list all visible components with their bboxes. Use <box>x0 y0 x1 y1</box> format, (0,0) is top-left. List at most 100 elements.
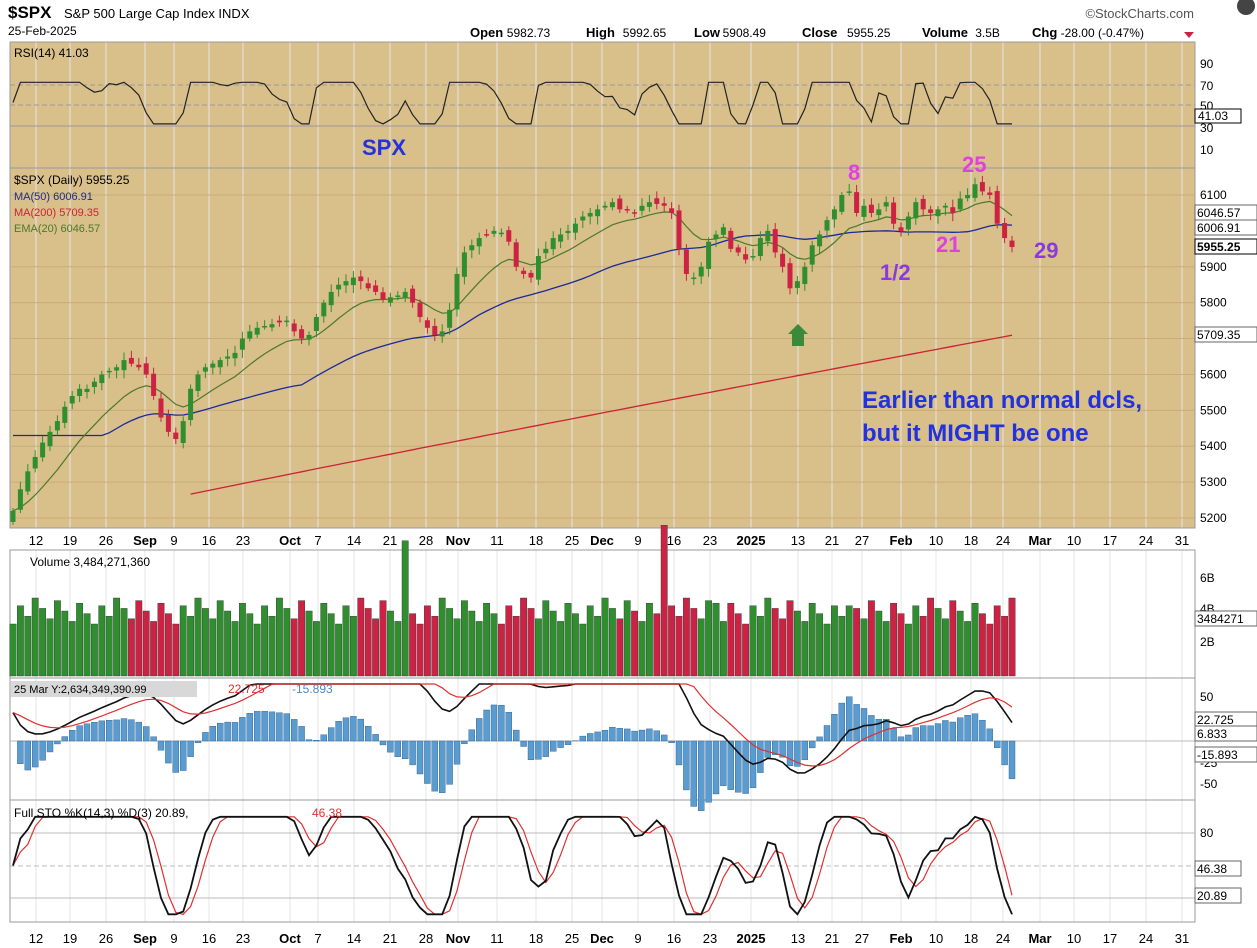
candle-body <box>410 288 416 303</box>
volume-bar <box>83 613 91 677</box>
macd-hist-bar <box>550 740 557 752</box>
volume-bar <box>313 621 320 677</box>
macd-hist-bar <box>231 722 239 742</box>
volume-bar <box>164 613 172 677</box>
candle-body <box>69 395 75 404</box>
candle-body <box>291 323 297 332</box>
candle-body <box>195 374 201 391</box>
candle-body <box>757 238 763 257</box>
volume-bar <box>831 605 838 677</box>
volume-bar <box>742 623 750 677</box>
macd-hist-bar <box>742 740 749 794</box>
annotation-note-line1: Earlier than normal dcls, <box>862 387 1142 414</box>
ohlc-label: Volume <box>922 25 968 40</box>
macd-hist-bar <box>609 727 616 742</box>
macd-hist-bar <box>209 726 217 742</box>
legend-ma50: MA(50) 6006.91 <box>14 191 93 203</box>
volume-bar <box>823 623 831 677</box>
macd-hist-bar <box>971 713 979 742</box>
volume-bar <box>172 623 180 677</box>
volume-bar <box>320 603 328 677</box>
candle-body <box>669 208 675 213</box>
macd-hist-bar <box>1001 740 1008 766</box>
macd-hist-bar <box>934 723 942 742</box>
macd-hist-bar <box>653 730 660 742</box>
macd-hist-bar <box>920 725 927 742</box>
annotation-spx: SPX <box>362 135 406 160</box>
volume-bar <box>98 605 106 677</box>
macd-hist-bar <box>564 740 572 745</box>
macd-hist-bar <box>727 740 734 790</box>
volume-bar <box>720 621 727 677</box>
volume-bars <box>9 525 1016 677</box>
candle-body <box>128 357 134 364</box>
sto-tag-box <box>1194 860 1242 877</box>
macd-hist-bar <box>912 727 919 742</box>
x-tick-label: 26 <box>99 931 113 946</box>
volume-bar <box>712 603 720 677</box>
candle-body <box>683 249 689 274</box>
x-tick-label: 10 <box>929 533 943 548</box>
macd-hist-bar <box>557 740 564 748</box>
volume-bar <box>157 603 165 677</box>
volume-bar <box>586 605 594 677</box>
candle-body <box>247 331 253 339</box>
candle-body <box>809 245 815 265</box>
sto-axis: 80 46.38 20.89 <box>1194 826 1242 904</box>
candle-body <box>299 329 305 339</box>
macd-hist-bar <box>320 734 327 742</box>
volume-bar <box>201 608 209 677</box>
candle-body <box>676 210 682 249</box>
candle-body <box>151 373 157 396</box>
candle-body <box>513 242 519 267</box>
volume-bar <box>668 605 676 677</box>
candle-body <box>269 324 275 328</box>
macd-hist-bar <box>994 740 1001 748</box>
macd-tick: -50 <box>1200 777 1218 791</box>
legend-ema20: EMA(20) 6046.57 <box>14 223 100 235</box>
candle-body <box>802 266 808 285</box>
volume-bar <box>512 616 520 677</box>
rsi-tick: 90 <box>1200 57 1214 71</box>
macd-hist-bar <box>927 725 934 742</box>
macd-hist-bar <box>439 740 446 793</box>
candle-body <box>720 227 726 235</box>
macd-hist-bar <box>32 740 39 768</box>
candle-body <box>550 238 556 250</box>
macd-hist-bar <box>283 713 290 742</box>
volume-bar <box>786 600 794 677</box>
candle-body <box>373 285 379 292</box>
macd-tag-text: -15.893 <box>1197 748 1238 762</box>
ohlc-readout: Open 5982.73 High 5992.65 Low 5908.49 Close 595… <box>470 25 1194 40</box>
macd-hist-bar <box>276 712 283 742</box>
volume-bar <box>631 610 639 677</box>
macd-hist-bar <box>616 728 623 742</box>
candlesticks <box>10 175 1015 525</box>
ohlc-label: Chg <box>1032 25 1057 40</box>
macd-hist-bar <box>779 740 786 758</box>
header-symbol: $SPX <box>8 3 52 22</box>
macd-hist-bar <box>942 720 949 742</box>
volume-bar <box>794 610 801 677</box>
candle-body <box>476 238 482 247</box>
volume-bar <box>461 600 468 677</box>
settings-icon[interactable] <box>1237 0 1255 15</box>
volume-bar <box>616 618 624 677</box>
x-tick-label: 13 <box>791 533 805 548</box>
macd-hist-bar <box>246 713 254 742</box>
volume-bar <box>934 608 942 677</box>
macd-hist-bar <box>357 718 364 742</box>
volume-bar <box>39 608 47 677</box>
macd-hist-bar <box>61 736 68 742</box>
volume-bar <box>261 605 268 677</box>
macd-hist-bar <box>579 735 586 742</box>
volume-bar <box>572 613 579 677</box>
macd-hist-bar <box>794 740 801 767</box>
candle-body <box>528 272 534 278</box>
volume-bar <box>490 613 498 677</box>
candle-body <box>432 325 438 335</box>
ohlc-value: 5982.73 <box>507 26 551 40</box>
x-tick-label: 25 <box>565 533 579 548</box>
volume-bar <box>1001 616 1009 677</box>
